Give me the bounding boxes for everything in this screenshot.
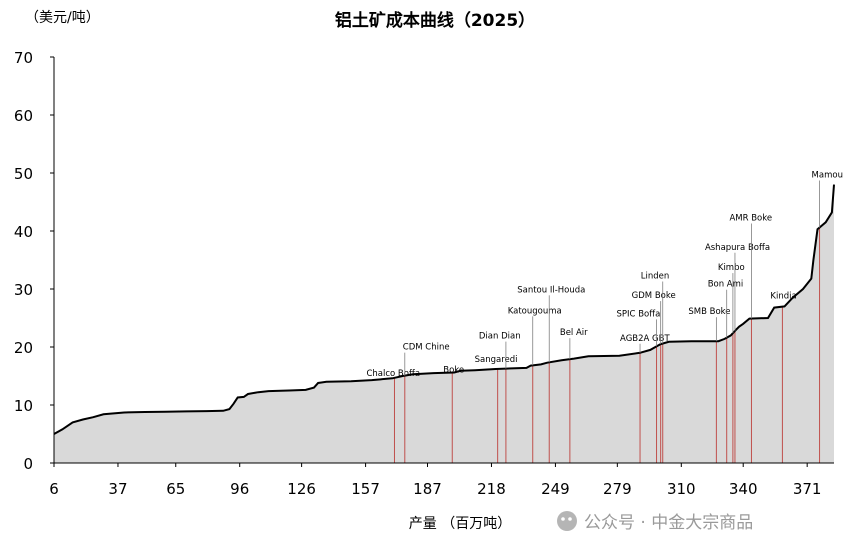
x-axis-label: 产量 （百万吨） [409, 516, 511, 532]
y-tick-label: 30 [14, 281, 33, 299]
project-label: Boke [443, 366, 464, 376]
x-tick-label: 157 [351, 480, 380, 498]
project-label: Linden [641, 272, 670, 282]
project-label: Santou Il-Houda [517, 285, 585, 295]
project-label: Mamou [812, 171, 843, 181]
x-tick-label: 126 [287, 480, 316, 498]
watermark: 公众号 · 中金大宗商品 [557, 511, 753, 533]
x-tick-label: 6 [49, 480, 59, 498]
y-tick-label: 10 [14, 397, 33, 415]
y-tick-label: 20 [14, 339, 33, 357]
project-label: AMR Boke [729, 214, 772, 224]
x-tick-label: 218 [477, 480, 506, 498]
x-tick-label: 65 [166, 480, 185, 498]
plot-area: 0 10 20 30 40 50 60 70 6 37 65 96 126 157 187 218 249 279… [14, 49, 843, 498]
x-tick-label: 187 [413, 480, 442, 498]
chart-title: 铝土矿成本曲线（2025） [335, 10, 535, 31]
y-tick-label: 40 [14, 223, 33, 241]
project-label: Chalco Boffa [366, 369, 420, 379]
x-tick-label: 371 [793, 480, 822, 498]
project-label: Kimbo [718, 263, 745, 273]
x-tick-label: 340 [729, 480, 758, 498]
project-label: CDM Chine [403, 343, 450, 353]
y-tick-label: 0 [23, 455, 33, 473]
x-tick-label: 279 [603, 480, 632, 498]
project-label: Bon Ami [708, 280, 744, 290]
x-tick-label: 96 [230, 480, 249, 498]
y-tick-label: 60 [14, 107, 33, 125]
project-label: AGB2A GBT [620, 334, 670, 344]
cost-curve-line [53, 184, 835, 435]
project-label: SPIC Boffa [617, 309, 661, 319]
x-tick-label: 310 [667, 480, 696, 498]
y-tick-label: 70 [14, 49, 33, 67]
x-tick-label: 249 [541, 480, 570, 498]
project-label: SMB Boke [688, 307, 730, 317]
wechat-icon [557, 511, 577, 531]
project-label: Sangaredi [475, 355, 518, 365]
project-label: Dian Dian [479, 332, 521, 342]
project-label: GDM Boke [632, 291, 676, 301]
watermark-text: 公众号 · 中金大宗商品 [584, 513, 753, 533]
y-axis-label: （美元/吨） [25, 10, 100, 26]
project-label: Katougouma [508, 306, 562, 316]
project-label: Ashapura Boffa [705, 243, 770, 253]
project-label: Kindia [770, 292, 796, 302]
y-tick-label: 50 [14, 165, 33, 183]
x-tick-label: 37 [108, 480, 127, 498]
cost-area [54, 184, 834, 463]
project-label: Bel Air [560, 328, 588, 338]
